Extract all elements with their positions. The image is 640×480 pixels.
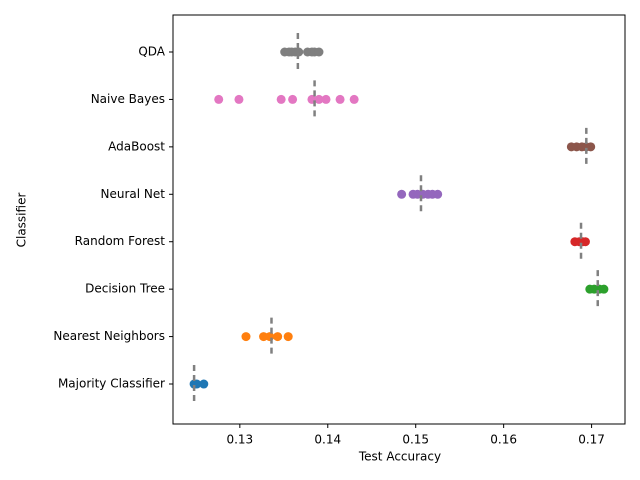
point	[276, 94, 286, 104]
y-axis-label: Classifier	[15, 193, 29, 248]
point	[294, 47, 304, 57]
point	[241, 332, 251, 342]
x-axis-label: Test Accuracy	[358, 450, 441, 464]
point	[234, 94, 244, 104]
point	[273, 332, 283, 342]
point	[433, 189, 443, 199]
y-tick-label: AdaBoost	[108, 139, 165, 153]
y-tick-label: Naive Bayes	[91, 92, 165, 106]
point	[335, 94, 345, 104]
point	[321, 94, 331, 104]
x-tick-label: 0.16	[490, 433, 517, 447]
point	[288, 94, 298, 104]
point	[265, 332, 275, 342]
y-tick-label: Decision Tree	[85, 282, 165, 296]
plot-frame	[172, 14, 626, 425]
point	[314, 47, 324, 57]
x-tick-label: 0.15	[402, 433, 429, 447]
point	[599, 284, 609, 294]
point	[397, 189, 407, 199]
y-tick-label: Nearest Neighbors	[53, 329, 165, 343]
point	[259, 332, 269, 342]
point	[349, 94, 359, 104]
y-tick-label: Majority Classifier	[58, 377, 165, 391]
y-tick-label: QDA	[138, 45, 165, 59]
point	[586, 142, 596, 152]
point	[283, 332, 293, 342]
x-tick-label: 0.13	[226, 433, 253, 447]
y-tick-label: Random Forest	[75, 234, 166, 248]
point	[580, 237, 590, 247]
point	[314, 94, 324, 104]
x-tick-label: 0.14	[314, 433, 341, 447]
x-tick-label: 0.17	[578, 433, 605, 447]
y-tick-label: Neural Net	[101, 187, 166, 201]
point	[199, 379, 209, 389]
point	[214, 94, 224, 104]
